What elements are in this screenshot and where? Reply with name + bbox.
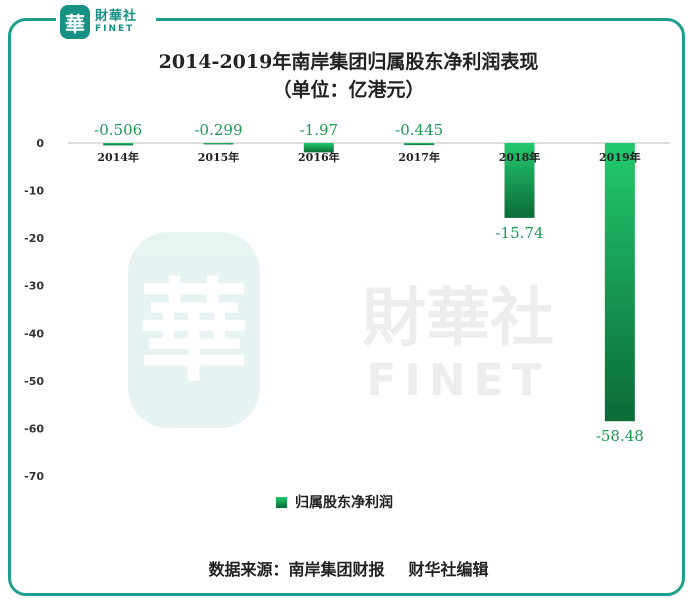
x-tick-label-0: 2014年: [97, 150, 139, 164]
y-tick-label-1: -10: [24, 185, 44, 198]
watermark-name-en: FINET: [366, 355, 549, 406]
plot-area: 0 -10 -20 -30 -40 -50 -60 -70 2014年 -0.506 2015年 -0…: [24, 121, 670, 483]
bar-1: [203, 143, 234, 145]
bar-3: [404, 143, 435, 146]
y-tick-label-7: -70: [24, 470, 44, 483]
legend-swatch: [276, 497, 287, 508]
finet-logo: 華 財華社 FINET: [56, 2, 156, 42]
y-tick-label-6: -60: [24, 422, 44, 435]
bar-0: [103, 143, 134, 146]
chart-subtitle: （单位：亿港元）: [272, 79, 425, 101]
x-tick-label-4: 2018年: [499, 150, 541, 164]
data-label-5: -58.48: [596, 427, 644, 445]
watermark: 華 財華社 FINET: [128, 232, 554, 428]
bar-2: [303, 143, 334, 153]
logo-name-cn: 財華社: [95, 9, 138, 24]
chart-frame: [8, 18, 685, 596]
watermark-name-cn: 財華社: [362, 282, 554, 356]
y-tick-label-2: -20: [24, 232, 44, 245]
editor-text: 财华社编辑: [408, 560, 489, 579]
watermark-seal: 華: [139, 267, 249, 396]
logo-seal: 華: [60, 5, 90, 39]
data-label-4: -15.74: [495, 224, 543, 242]
data-label-1: -0.299: [194, 121, 242, 139]
bar-5: [604, 143, 635, 422]
source-text: 数据来源：南岸集团财报: [208, 560, 385, 579]
y-tick-label-5: -50: [24, 375, 44, 388]
legend: 归属股东净利润: [276, 494, 393, 511]
x-tick-label-5: 2019年: [599, 150, 641, 164]
y-tick-label-4: -40: [24, 327, 44, 340]
legend-label: 归属股东净利润: [295, 494, 393, 511]
y-tick-label-3: -30: [24, 280, 44, 293]
data-label-3: -0.445: [395, 121, 443, 139]
logo-name-en: FINET: [95, 24, 135, 34]
chart-title: 2014-2019年南岸集团归属股东净利润表现: [158, 51, 539, 73]
x-tick-label-2: 2016年: [298, 150, 340, 164]
source-note: 数据来源：南岸集团财报 财华社编辑: [0, 556, 697, 580]
data-label-0: -0.506: [94, 121, 142, 139]
bar-4: [504, 143, 535, 218]
x-tick-label-3: 2017年: [398, 150, 440, 164]
data-label-2: -1.97: [300, 121, 338, 139]
y-tick-label-0: 0: [36, 137, 44, 150]
x-tick-label-1: 2015年: [198, 150, 240, 164]
